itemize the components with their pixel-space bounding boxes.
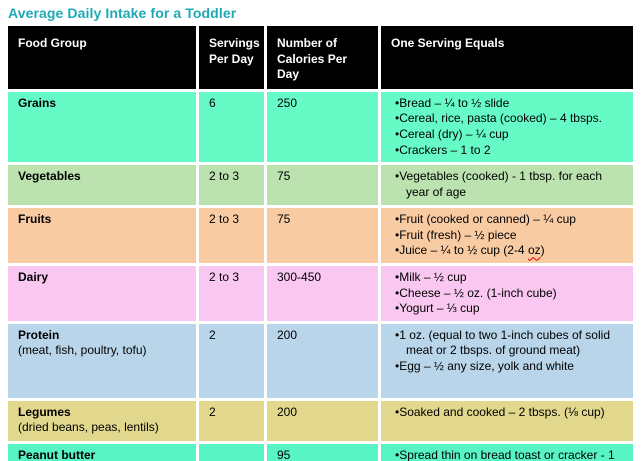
serving-equals-cell: Soaked and cooked – 2 tbsps. (⅛ cup)	[381, 400, 633, 441]
food-group-cell: Fruits	[8, 208, 196, 263]
servings-value	[199, 443, 264, 461]
serving-equals-cell: Fruit (cooked or canned) – ¼ cupFruit (f…	[381, 208, 633, 263]
food-group-name: Grains	[18, 95, 57, 110]
table-row: Vegetables 2 to 3 75 Vegetables (cooked)…	[8, 165, 633, 206]
food-group-name: Legumes	[18, 404, 71, 419]
serving-equals-item: Cereal (dry) – ¼ cup	[395, 127, 625, 143]
table-body: Grains 6 250 Bread – ¼ to ½ slideCereal,…	[8, 91, 633, 461]
header-row: Food Group Servings Per Day Number of Ca…	[8, 26, 633, 89]
food-group-note: (dried beans, peas, lentils)	[18, 420, 159, 435]
table-row: Protein (meat, fish, poultry, tofu) 2 20…	[8, 323, 633, 398]
serving-equals-list: Spread thin on bread toast or cracker - …	[391, 448, 625, 461]
serving-equals-item: Bread – ¼ to ½ slide	[395, 96, 625, 112]
food-group-name: Peanut butter	[18, 447, 96, 461]
column-header-calories-per-day: Number of Calories Per Day	[267, 26, 378, 89]
food-group-name: Dairy	[18, 269, 49, 284]
serving-equals-item: 1 oz. (equal to two 1-inch cubes of soli…	[395, 328, 625, 359]
calories-value: 300-450	[267, 265, 378, 321]
food-group-name: Vegetables	[18, 169, 81, 184]
serving-equals-item: Spread thin on bread toast or cracker - …	[395, 448, 625, 461]
serving-equals-cell: 1 oz. (equal to two 1-inch cubes of soli…	[381, 323, 633, 398]
table-row: Fruits 2 to 3 75 Fruit (cooked or canned…	[8, 208, 633, 263]
servings-value: 6	[199, 91, 264, 163]
serving-equals-cell: Vegetables (cooked) - 1 tbsp. for each y…	[381, 165, 633, 206]
servings-value: 2 to 3	[199, 208, 264, 263]
serving-equals-list: Vegetables (cooked) - 1 tbsp. for each y…	[391, 169, 625, 200]
misspelled-word: oz	[527, 243, 541, 258]
intake-table: Food Group Servings Per Day Number of Ca…	[5, 23, 636, 461]
serving-equals-item: Fruit (fresh) – ½ piece	[395, 228, 625, 244]
serving-equals-item: Cereal, rice, pasta (cooked) – 4 tbsps.	[395, 111, 625, 127]
food-group-name: Protein	[18, 327, 60, 342]
food-group-name: Fruits	[18, 212, 52, 227]
page-title: Average Daily Intake for a Toddler	[8, 5, 237, 21]
table-row: Peanut butter (smooth only) 95 Spread th…	[8, 443, 633, 461]
serving-equals-list: Fruit (cooked or canned) – ¼ cupFruit (f…	[391, 212, 625, 259]
food-group-cell: Peanut butter (smooth only)	[8, 443, 196, 461]
food-group-cell: Vegetables	[8, 165, 196, 206]
table-row: Grains 6 250 Bread – ¼ to ½ slideCereal,…	[8, 91, 633, 163]
servings-value: 2 to 3	[199, 165, 264, 206]
table-row: Legumes (dried beans, peas, lentils) 2 2…	[8, 400, 633, 441]
column-header-one-serving-equals: One Serving Equals	[381, 26, 633, 89]
food-group-cell: Legumes (dried beans, peas, lentils)	[8, 400, 196, 441]
serving-equals-cell: Spread thin on bread toast or cracker - …	[381, 443, 633, 461]
serving-equals-cell: Bread – ¼ to ½ slideCereal, rice, pasta …	[381, 91, 633, 163]
calories-value: 75	[267, 208, 378, 263]
serving-equals-item: Yogurt – ⅓ cup	[395, 301, 625, 317]
food-group-cell: Grains	[8, 91, 196, 163]
table-header: Food Group Servings Per Day Number of Ca…	[8, 26, 633, 89]
calories-value: 200	[267, 323, 378, 398]
serving-equals-item: Vegetables (cooked) - 1 tbsp. for each y…	[395, 169, 625, 200]
serving-equals-list: 1 oz. (equal to two 1-inch cubes of soli…	[391, 328, 625, 375]
serving-equals-item: Milk – ½ cup	[395, 270, 625, 286]
servings-value: 2	[199, 400, 264, 441]
calories-value: 95	[267, 443, 378, 461]
serving-equals-item: Crackers – 1 to 2	[395, 143, 625, 159]
calories-value: 200	[267, 400, 378, 441]
serving-equals-item: Soaked and cooked – 2 tbsps. (⅛ cup)	[395, 405, 625, 421]
serving-equals-item: Cheese – ½ oz. (1-inch cube)	[395, 286, 625, 302]
food-group-cell: Protein (meat, fish, poultry, tofu)	[8, 323, 196, 398]
food-group-cell: Dairy	[8, 265, 196, 321]
table-row: Dairy 2 to 3 300-450 Milk – ½ cupCheese …	[8, 265, 633, 321]
column-header-servings-per-day: Servings Per Day	[199, 26, 264, 89]
column-header-food-group: Food Group	[8, 26, 196, 89]
serving-equals-item: Juice – ¼ to ½ cup (2-4 oz)	[395, 243, 625, 259]
calories-value: 75	[267, 165, 378, 206]
calories-value: 250	[267, 91, 378, 163]
serving-equals-list: Bread – ¼ to ½ slideCereal, rice, pasta …	[391, 96, 625, 158]
serving-equals-item: Egg – ½ any size, yolk and white	[395, 359, 625, 375]
food-group-note: (meat, fish, poultry, tofu)	[18, 343, 147, 358]
serving-equals-cell: Milk – ½ cupCheese – ½ oz. (1-inch cube)…	[381, 265, 633, 321]
serving-equals-item: Fruit (cooked or canned) – ¼ cup	[395, 212, 625, 228]
serving-equals-list: Milk – ½ cupCheese – ½ oz. (1-inch cube)…	[391, 270, 625, 317]
servings-value: 2 to 3	[199, 265, 264, 321]
serving-equals-list: Soaked and cooked – 2 tbsps. (⅛ cup)	[391, 405, 625, 421]
servings-value: 2	[199, 323, 264, 398]
